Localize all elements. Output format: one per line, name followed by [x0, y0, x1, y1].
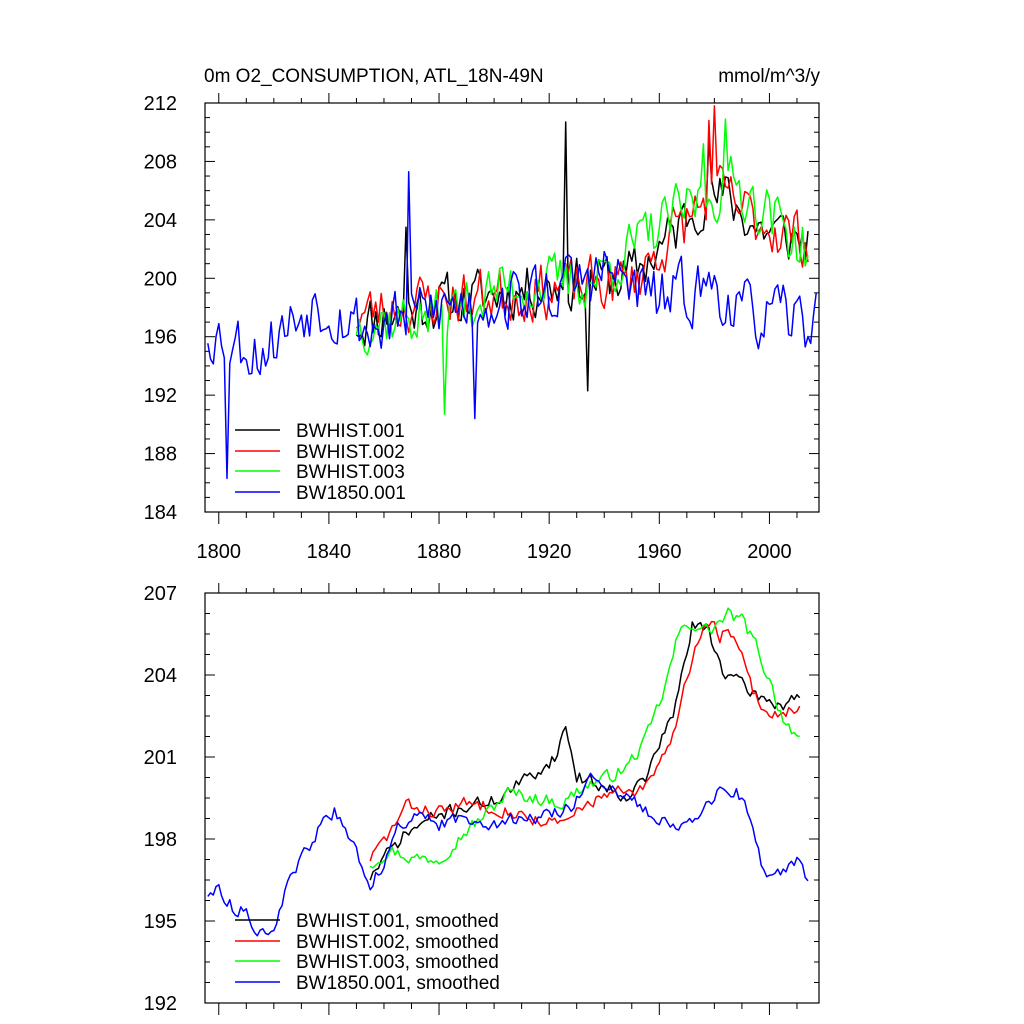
top-ytick-label-196: 196 [144, 327, 177, 349]
legend-label-bwhist-002: BWHIST.002 [296, 442, 405, 463]
legend-label-bwhist-001-smoothed: BWHIST.001, smoothed [296, 911, 499, 932]
top-plot-frame [204, 102, 820, 513]
top-ticks: 184 188 192 196 200 204 208 212 1800 1840 1880 1920… [144, 93, 819, 563]
top-series-group [207, 105, 817, 480]
bottom-ticks: 192 195 198 201 204 207 [144, 583, 819, 1015]
chart-bottom: 192 195 198 201 204 207 BWHIST.001, smoothed … [144, 583, 820, 1015]
top-xtick-label-1960: 1960 [637, 541, 682, 563]
top-series-bwhist-001 [355, 121, 809, 392]
chart-top: 0m O2_CONSUMPTION, ATL_18N-49N mmol/m^3/… [144, 66, 821, 563]
bottom-series-bwhist-003-smoothed [369, 607, 800, 869]
top-ytick-label-192: 192 [144, 385, 177, 407]
legend-label-bwhist-003: BWHIST.003 [296, 462, 405, 483]
legend-label-bwhist-001: BWHIST.001 [296, 421, 405, 442]
top-ytick-label-208: 208 [144, 151, 177, 173]
bottom-ytick-label-201: 201 [144, 747, 177, 769]
top-ytick-label-188: 188 [144, 444, 177, 466]
top-series-bw1850-001 [207, 170, 817, 480]
legend-label-bw1850-001-smoothed: BW1850.001, smoothed [296, 973, 500, 994]
top-ytick-label-212: 212 [144, 93, 177, 115]
top-xtick-label-1920: 1920 [527, 541, 572, 563]
top-xtick-label-1840: 1840 [307, 541, 352, 563]
top-ytick-label-204: 204 [144, 210, 177, 232]
bottom-legend: BWHIST.001, smoothed BWHIST.002, smoothe… [235, 911, 500, 994]
bottom-ytick-label-195: 195 [144, 911, 177, 933]
legend-label-bwhist-003-smoothed: BWHIST.003, smoothed [296, 952, 499, 973]
bottom-ytick-label-192: 192 [144, 993, 177, 1015]
top-xtick-label-1800: 1800 [197, 541, 242, 563]
bottom-ytick-label-204: 204 [144, 665, 177, 687]
top-ytick-label-200: 200 [144, 268, 177, 290]
legend-label-bw1850-001: BW1850.001 [296, 483, 406, 504]
bottom-series-group [207, 607, 809, 937]
top-ytick-label-184: 184 [144, 502, 177, 524]
bottom-series-bwhist-002-smoothed [369, 620, 801, 862]
legend-label-bwhist-002-smoothed: BWHIST.002, smoothed [296, 932, 499, 953]
bottom-series-bwhist-001-smoothed [369, 621, 801, 881]
top-xtick-label-1880: 1880 [417, 541, 462, 563]
chart-units: mmol/m^3/y [718, 66, 820, 87]
bottom-plot-frame [204, 592, 820, 1004]
top-xtick-label-2000: 2000 [747, 541, 792, 563]
top-series-bwhist-003 [355, 118, 809, 415]
bottom-series-bw1850-001-smoothed [207, 772, 809, 937]
bottom-ytick-label-207: 207 [144, 583, 177, 605]
bottom-ytick-label-198: 198 [144, 829, 177, 851]
top-legend: BWHIST.001 BWHIST.002 BWHIST.003 BW1850.… [235, 421, 406, 504]
chart-title: 0m O2_CONSUMPTION, ATL_18N-49N [204, 66, 544, 87]
